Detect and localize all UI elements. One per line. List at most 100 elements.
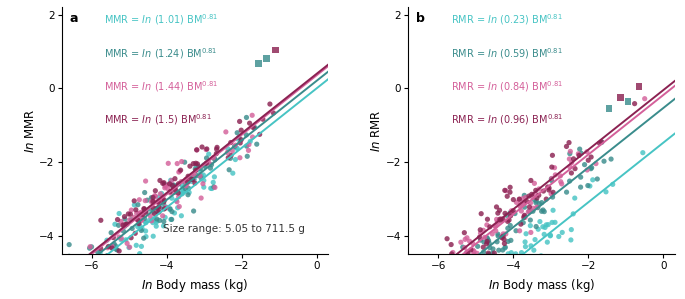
- Point: [138, 236, 149, 241]
- Point: [191, 147, 202, 152]
- Point: [471, 251, 482, 256]
- Point: [519, 200, 530, 205]
- Point: [184, 190, 195, 195]
- Point: [148, 216, 159, 221]
- Point: [420, 269, 431, 273]
- Point: [183, 186, 194, 191]
- Point: [502, 226, 513, 231]
- Point: [520, 239, 531, 244]
- Point: [129, 199, 140, 203]
- Point: [195, 166, 206, 171]
- Point: [500, 188, 511, 193]
- Point: [136, 228, 147, 233]
- Text: MMR = $\mathit{In}$ (1.5) BM$^{0.81}$: MMR = $\mathit{In}$ (1.5) BM$^{0.81}$: [104, 112, 212, 127]
- Point: [474, 272, 485, 277]
- Point: [527, 257, 538, 262]
- Point: [264, 102, 275, 106]
- Point: [510, 228, 521, 233]
- Point: [481, 241, 492, 246]
- Point: [527, 195, 538, 200]
- Point: [474, 235, 485, 240]
- Point: [497, 261, 508, 266]
- Point: [121, 222, 132, 226]
- Point: [164, 206, 175, 211]
- Point: [493, 211, 503, 216]
- Point: [158, 199, 169, 204]
- Point: [180, 181, 191, 185]
- Point: [164, 182, 175, 187]
- Point: [103, 244, 114, 249]
- Point: [547, 195, 558, 199]
- Point: [180, 183, 191, 188]
- Point: [201, 161, 212, 165]
- Point: [582, 168, 593, 173]
- Point: [177, 191, 188, 196]
- Point: [569, 166, 580, 171]
- Point: [525, 209, 536, 214]
- Point: [525, 223, 536, 228]
- Point: [224, 167, 235, 172]
- Point: [461, 268, 472, 273]
- Point: [150, 207, 161, 211]
- Point: [492, 220, 503, 225]
- Point: [495, 218, 506, 223]
- Point: [469, 249, 479, 254]
- Point: [482, 236, 493, 241]
- Point: [525, 178, 536, 183]
- Point: [173, 194, 184, 199]
- Point: [109, 242, 120, 246]
- Point: [462, 264, 473, 269]
- Point: [503, 273, 514, 277]
- Point: [210, 185, 221, 190]
- Point: [482, 266, 493, 271]
- Point: [106, 245, 117, 250]
- Point: [423, 282, 434, 287]
- Point: [131, 243, 142, 248]
- Point: [206, 186, 216, 191]
- Point: [568, 211, 579, 216]
- Point: [139, 216, 150, 221]
- Point: [144, 218, 155, 223]
- Point: [122, 241, 133, 246]
- Point: [201, 161, 212, 166]
- Point: [107, 244, 118, 249]
- Point: [149, 211, 160, 216]
- Point: [190, 163, 201, 167]
- Point: [532, 196, 543, 200]
- Point: [483, 251, 494, 255]
- Point: [599, 159, 610, 164]
- Point: [544, 186, 555, 190]
- Point: [505, 190, 516, 195]
- Point: [467, 241, 478, 246]
- Point: [503, 251, 514, 256]
- Point: [462, 251, 473, 256]
- Point: [534, 219, 545, 224]
- Point: [132, 224, 143, 229]
- Point: [486, 277, 497, 282]
- Point: [574, 147, 585, 152]
- Point: [495, 217, 506, 222]
- Point: [442, 280, 453, 285]
- Point: [410, 277, 421, 282]
- Point: [501, 260, 512, 265]
- Point: [410, 292, 421, 297]
- Point: [503, 218, 514, 222]
- Point: [446, 242, 457, 247]
- Point: [499, 211, 510, 216]
- Point: [247, 113, 258, 118]
- Point: [527, 209, 538, 213]
- Point: [119, 214, 130, 219]
- Point: [462, 235, 473, 240]
- Point: [209, 156, 220, 161]
- Point: [135, 213, 146, 218]
- Point: [208, 184, 219, 189]
- Point: [540, 225, 551, 230]
- Point: [158, 195, 169, 199]
- Point: [454, 289, 465, 294]
- Point: [520, 244, 531, 249]
- Point: [561, 190, 572, 195]
- Point: [245, 139, 256, 144]
- Point: [489, 251, 500, 255]
- Point: [484, 252, 495, 257]
- Point: [182, 179, 193, 184]
